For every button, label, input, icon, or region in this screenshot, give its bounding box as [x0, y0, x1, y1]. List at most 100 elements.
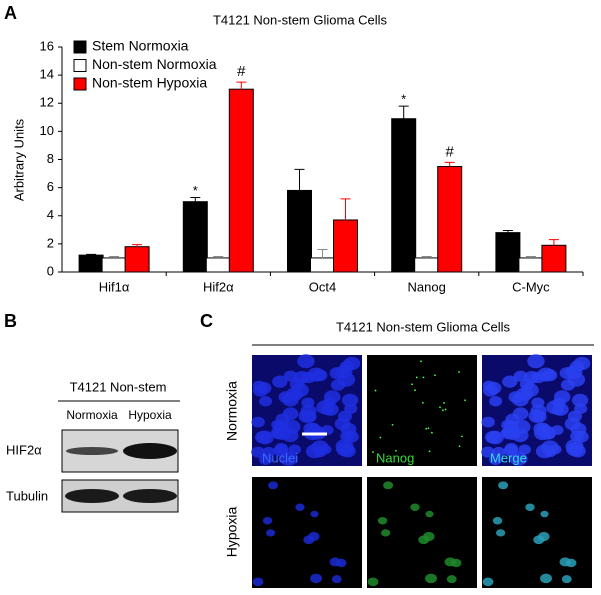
bar	[124, 246, 150, 273]
blot-protein: HIF2α	[6, 442, 42, 457]
x-tick-label: Hif1α	[99, 279, 130, 294]
blot-protein: Tubulin	[6, 488, 48, 503]
cell	[481, 416, 495, 428]
error-bar	[317, 249, 328, 258]
cell	[377, 516, 388, 525]
speck	[394, 449, 397, 452]
cell	[561, 575, 572, 584]
cell	[293, 371, 310, 384]
y-tick-label: 6	[47, 179, 54, 194]
cell	[553, 390, 571, 404]
cell	[323, 390, 341, 404]
speck	[427, 427, 430, 430]
cell	[337, 372, 356, 387]
error-bar	[548, 239, 559, 246]
legend-label: Non-stem Hypoxia	[92, 75, 207, 91]
bar	[518, 257, 544, 273]
cell	[295, 503, 305, 511]
row-label: Normoxia	[224, 381, 240, 441]
cell	[273, 420, 289, 433]
cell	[512, 393, 529, 407]
y-tick-label: 16	[40, 38, 54, 53]
error-bar	[294, 168, 305, 191]
cell	[492, 516, 503, 525]
error-bar	[132, 244, 143, 247]
bar	[495, 232, 521, 273]
cell	[339, 444, 356, 458]
cell	[540, 510, 549, 518]
bar	[228, 88, 254, 273]
cell	[410, 503, 420, 511]
cell	[523, 371, 540, 384]
cell	[481, 446, 495, 458]
speck	[415, 376, 418, 379]
error-bar	[340, 198, 351, 220]
cell	[527, 354, 545, 369]
blot-band	[65, 489, 119, 503]
cell	[482, 384, 499, 397]
cell	[573, 356, 591, 371]
cell	[367, 577, 379, 587]
speck	[464, 399, 466, 402]
y-tick-label: 4	[47, 207, 54, 222]
blot-condition: Hypoxia	[128, 408, 172, 422]
cell	[262, 516, 273, 525]
bar	[78, 254, 104, 273]
cell	[565, 558, 577, 568]
legend-label: Non-stem Normoxia	[92, 56, 217, 72]
error-bar	[109, 256, 120, 258]
cell	[383, 481, 394, 490]
cell	[279, 451, 298, 466]
blot-title: T4121 Non-stem	[70, 379, 167, 394]
cell	[335, 558, 347, 568]
y-tick-label: 14	[40, 67, 54, 82]
significance-marker: #	[237, 63, 246, 80]
cell	[425, 510, 434, 518]
cell	[425, 573, 437, 584]
cell	[331, 575, 342, 584]
error-bar	[190, 196, 201, 202]
cell	[251, 446, 265, 458]
cell	[482, 577, 494, 587]
blot-band	[123, 489, 177, 503]
cell	[531, 410, 547, 423]
cell	[308, 531, 320, 542]
speck	[442, 409, 444, 412]
cell	[381, 529, 391, 537]
cell	[266, 529, 276, 537]
speck	[444, 408, 447, 411]
cell	[537, 367, 555, 382]
cell	[301, 410, 317, 423]
cell	[569, 444, 586, 458]
error-bar	[421, 256, 432, 258]
blot-condition: Normoxia	[66, 408, 118, 422]
cell	[282, 393, 299, 407]
speck	[439, 406, 441, 409]
y-tick-label: 12	[40, 95, 54, 110]
bar	[541, 244, 567, 273]
bar	[101, 257, 127, 273]
y-tick-label: 0	[47, 263, 54, 278]
cell	[525, 503, 535, 511]
bar	[287, 189, 312, 273]
chart-title: T4121 Non-stem Glioma Cells	[213, 12, 388, 27]
error-bar	[86, 253, 97, 256]
speck	[391, 423, 394, 426]
bar	[414, 257, 440, 273]
speck	[434, 374, 436, 377]
speck	[443, 401, 445, 404]
channel-label: Nanog	[376, 450, 414, 465]
cell	[567, 372, 586, 387]
cell	[251, 416, 265, 428]
error-bar	[444, 161, 455, 167]
legend-swatch	[73, 59, 87, 72]
cell	[492, 446, 506, 458]
speck	[372, 451, 374, 454]
legend-swatch	[73, 40, 87, 54]
cell	[310, 573, 322, 584]
row-label: Hypoxia	[224, 507, 240, 558]
cell	[297, 354, 315, 369]
micrographs	[251, 354, 592, 588]
x-tick-label: Hif2α	[203, 279, 234, 294]
error-bar	[236, 81, 247, 90]
